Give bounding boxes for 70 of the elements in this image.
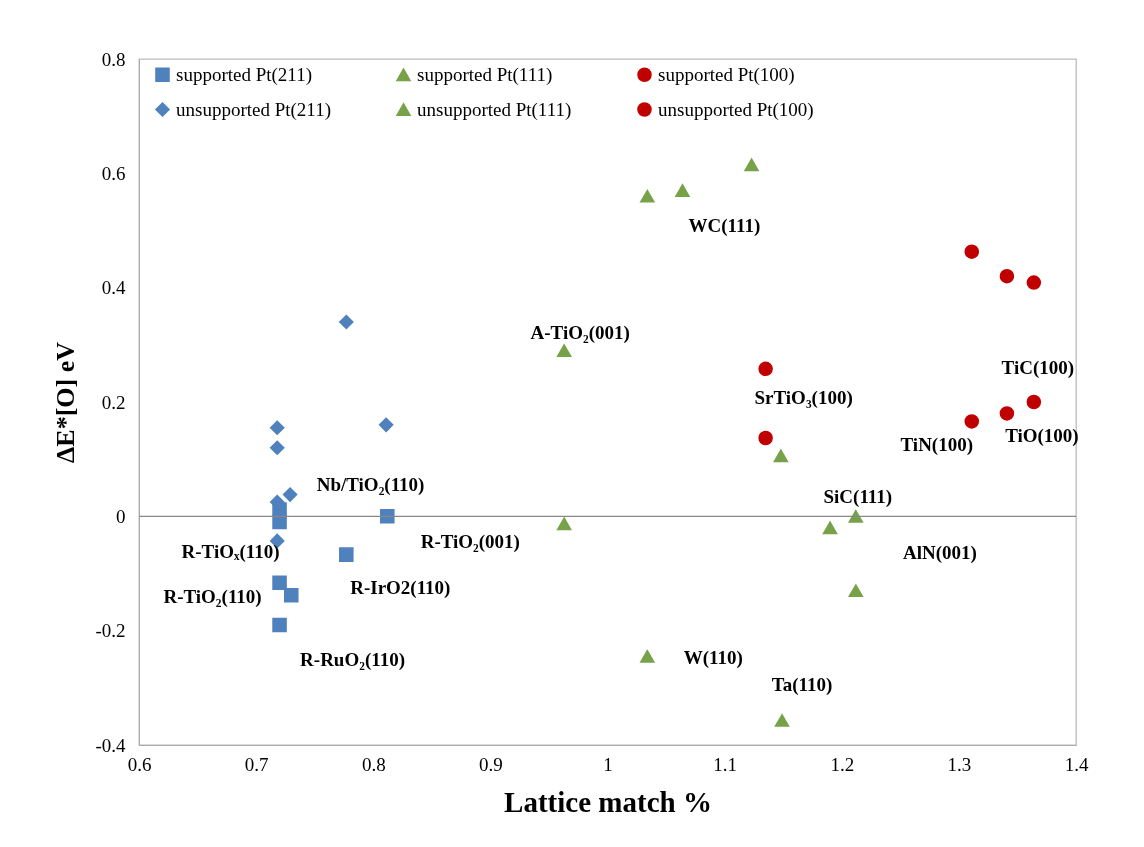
- point: [774, 714, 790, 727]
- x-tick-label: 0.6: [127, 753, 152, 775]
- x-tick-label: 1.2: [830, 753, 855, 775]
- point: [822, 521, 838, 535]
- point: [378, 417, 394, 433]
- point: [964, 414, 980, 429]
- x-tick-label: 0.9: [479, 753, 503, 775]
- point: [640, 650, 655, 663]
- point: [675, 184, 690, 197]
- annotation: TiC(100): [1001, 357, 1075, 379]
- y-tick-label: 0: [116, 505, 126, 527]
- point: [848, 584, 864, 598]
- point: [269, 420, 285, 435]
- legend-label: supported Pt(100): [658, 63, 795, 86]
- annotation: R-RuO₂(110): [300, 648, 406, 671]
- annotation: R-IrO2(110): [350, 576, 451, 599]
- point: [339, 547, 354, 562]
- point: [744, 158, 759, 172]
- point: [272, 617, 287, 633]
- annotation: Nb/TiO₂(110): [316, 474, 425, 497]
- y-tick-label: -0.4: [95, 734, 126, 756]
- point: [964, 244, 980, 259]
- point: [999, 268, 1015, 284]
- point: [339, 314, 354, 330]
- legend-label: supported Pt(111): [417, 63, 553, 86]
- x-tick-label: 1: [603, 753, 613, 775]
- point: [773, 449, 789, 463]
- annotation: WC(111): [688, 215, 761, 238]
- point: [272, 575, 287, 590]
- y-tick-label: 0.8: [101, 48, 126, 70]
- y-axis-title: ΔE*[O] eV: [51, 341, 81, 463]
- annotation: AlN(001): [903, 542, 977, 564]
- point: [999, 406, 1015, 421]
- point: [1026, 394, 1042, 410]
- annotation: R-TiO₂(110): [163, 585, 262, 608]
- legend-label: unsupported Pt(111): [417, 98, 572, 121]
- legend-label: unsupported Pt(100): [658, 98, 814, 121]
- x-tick-label: 0.7: [244, 753, 269, 775]
- x-axis-title: Lattice match %: [504, 785, 712, 818]
- point: [380, 509, 395, 524]
- annotation: TiN(100): [900, 434, 973, 457]
- y-tick-label: -0.2: [95, 620, 126, 642]
- point: [758, 430, 773, 446]
- annotation: Ta(110): [771, 674, 833, 697]
- annotation: A-TiO₂(001): [530, 321, 630, 344]
- annotation: W(110): [683, 647, 743, 670]
- annotation: R-TiO₂(001): [420, 531, 520, 554]
- point: [283, 587, 299, 603]
- x-tick-label: 1.3: [947, 753, 972, 775]
- x-tick-label: 1.4: [1064, 753, 1089, 775]
- x-tick-label: 0.8: [361, 753, 386, 775]
- point: [269, 440, 285, 455]
- y-tick-label: 0.4: [101, 277, 126, 299]
- annotation: SiC(111): [823, 486, 893, 509]
- point: [848, 509, 864, 523]
- annotation: SrTiO₃(100): [754, 387, 853, 410]
- point: [282, 487, 298, 502]
- legend-label: unsupported Pt(211): [176, 98, 331, 121]
- point: [556, 344, 572, 357]
- point: [758, 361, 773, 377]
- y-tick-label: 0.2: [101, 391, 126, 413]
- legend-label: supported Pt(211): [176, 63, 312, 86]
- point: [272, 514, 287, 530]
- point: [1026, 275, 1042, 290]
- x-tick-label: 1.1: [713, 753, 737, 775]
- point: [640, 189, 655, 203]
- point: [556, 517, 572, 531]
- y-tick-label: 0.6: [101, 162, 126, 184]
- annotation: R-TiOₓ(110): [181, 541, 280, 564]
- annotation: TiO(100): [1005, 425, 1079, 448]
